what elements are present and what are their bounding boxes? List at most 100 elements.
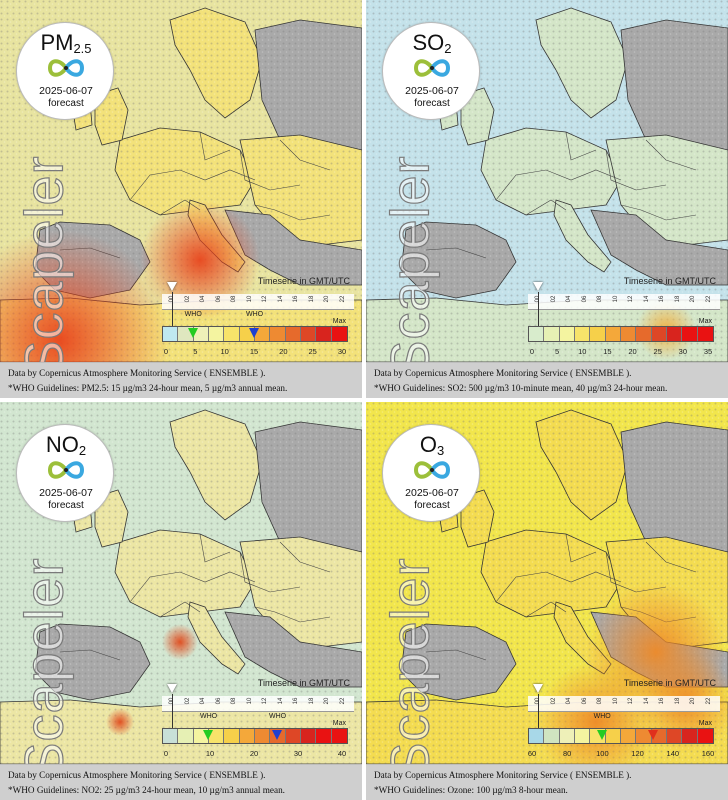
color-scale (528, 326, 714, 342)
forecast-label: forecast (48, 98, 84, 109)
country-border (279, 541, 331, 573)
scale-segment (285, 327, 301, 341)
current-time-marker-icon (167, 684, 177, 693)
scale-segment (316, 729, 332, 743)
scale-tick-label: 60 (527, 749, 537, 758)
scale-segment (285, 729, 301, 743)
country-border (565, 131, 597, 161)
country-border (159, 601, 201, 618)
scale-tick-label: 140 (666, 749, 680, 758)
scale-tick-label: 30 (678, 347, 688, 356)
hour-tick: 20 (324, 295, 330, 303)
timeserie-label: Timeserie in GMT/UTC (257, 678, 350, 688)
who-threshold-marker-icon (203, 730, 213, 740)
scale-segment (559, 729, 575, 743)
panel-footer: Data by Copernicus Atmosphere Monitoring… (0, 362, 362, 398)
forecast-label: forecast (414, 500, 450, 511)
scale-segment (316, 327, 332, 341)
timeserie-label: Timeserie in GMT/UTC (623, 678, 716, 688)
hour-tick: 20 (690, 697, 696, 705)
country-border (129, 169, 256, 201)
scale-tick-label: 100 (596, 749, 609, 758)
scale-segment (574, 327, 591, 341)
country-border (254, 204, 331, 221)
country-border (239, 149, 301, 191)
scale-tick-label: 120 (631, 749, 644, 758)
panel-pm25: Scapeler PM2.5 2025-06-07 forecast Timeserie… (0, 0, 362, 398)
country-border (605, 149, 667, 191)
scale-tick-label: 10 (578, 347, 587, 356)
legend-bar: 000204060810121416182022Max0510152025303… (528, 282, 720, 358)
scale-tick-label: 5 (193, 347, 198, 356)
scale-segment (300, 327, 317, 341)
hour-tick: 14 (643, 697, 650, 705)
scale-segment (529, 729, 545, 743)
legend-bar: 000204060810121416182022WHOWHOMax0102030… (162, 684, 354, 760)
hour-tick: 02 (550, 697, 557, 705)
scale-tick-label: 20 (628, 347, 637, 356)
hour-tick: 18 (308, 697, 315, 705)
concentration-hotspot (106, 708, 134, 736)
hour-tick: 16 (293, 295, 299, 303)
hour-tick: 06 (215, 697, 222, 705)
hour-tick: 08 (597, 295, 603, 303)
timeserie-label: Timeserie in GMT/UTC (623, 276, 716, 286)
hour-tick: 12 (628, 295, 634, 303)
forecast-label: forecast (48, 500, 84, 511)
who-label: WHO (184, 311, 202, 318)
hour-tick: 12 (262, 295, 268, 303)
who-guidelines-note: *WHO Guidelines: PM2.5: 15 µg/m3 24-hour… (8, 383, 288, 393)
scale-tick-label: 35 (703, 347, 713, 356)
max-label: Max (332, 318, 346, 325)
who-threshold-marker-icon (648, 730, 659, 740)
scale-tick-label: 5 (555, 347, 560, 356)
concentration-hotspot (162, 624, 198, 660)
scale-tick-label: 160 (701, 749, 715, 758)
panel-footer: Data by Copernicus Atmosphere Monitoring… (0, 764, 362, 800)
scale-segment (559, 327, 575, 341)
country-border (525, 601, 567, 618)
data-credit: Data by Copernicus Atmosphere Monitoring… (8, 770, 266, 780)
scale-segment (620, 729, 637, 743)
who-label: WHO (200, 713, 218, 720)
hour-tick: 04 (566, 295, 572, 303)
panel-footer: Data by Copernicus Atmosphere Monitoring… (366, 764, 728, 800)
forecast-date: 2025-06-07 (405, 85, 459, 97)
color-scale (528, 728, 714, 744)
hour-axis: 000204060810121416182022 (528, 684, 720, 728)
hour-tick: 06 (215, 295, 222, 303)
who-guidelines-note: *WHO Guidelines: Ozone: 100 µg/m3 8-hour… (374, 785, 568, 795)
max-label: Max (698, 720, 712, 727)
hour-tick: 22 (339, 697, 346, 705)
forecast-date: 2025-06-07 (39, 85, 93, 97)
scale-tick-label: 25 (653, 347, 662, 356)
who-threshold-marker-icon (187, 328, 198, 338)
scale-tick-label: 40 (337, 749, 347, 758)
current-time-line (172, 292, 173, 326)
current-time-marker-icon (167, 282, 177, 291)
forecast-date: 2025-06-07 (39, 487, 93, 499)
scale-segment (697, 729, 713, 743)
hour-tick: 18 (674, 697, 681, 705)
country-border (199, 131, 231, 161)
legend-bar: 000204060810121416182022WHOWHOMax0510152… (162, 282, 354, 358)
who-guidelines-note: *WHO Guidelines: NO2: 25 µg/m3 24-hour m… (8, 785, 285, 795)
country-border (425, 649, 487, 661)
scale-segment (574, 729, 591, 743)
country-border (59, 649, 121, 661)
who-guidelines-note: *WHO Guidelines: SO2: 500 µg/m3 10-minut… (374, 383, 668, 393)
forecast-badge: O3 2025-06-07 forecast (382, 424, 480, 522)
country-border (279, 139, 331, 171)
hour-tick: 12 (262, 697, 268, 705)
hour-tick: 20 (690, 295, 696, 303)
hour-tick: 16 (659, 697, 665, 705)
concentration-hotspot (0, 230, 170, 362)
hour-tick: 12 (628, 697, 634, 705)
data-credit: Data by Copernicus Atmosphere Monitoring… (8, 368, 266, 378)
hour-axis: 000204060810121416182022 (162, 684, 354, 728)
scale-tick-label: 30 (293, 749, 303, 758)
scale-segment (666, 729, 683, 743)
scale-tick-label: 15 (603, 347, 612, 356)
scapeler-watermark: Scapeler (14, 557, 75, 779)
scale-segment (224, 327, 240, 341)
